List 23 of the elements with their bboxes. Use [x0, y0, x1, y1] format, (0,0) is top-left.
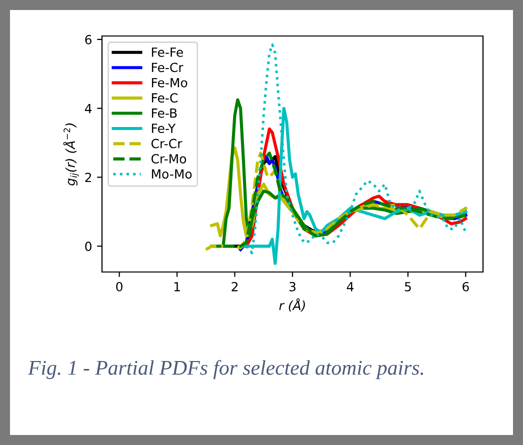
legend-label: Cr-Mo [151, 154, 186, 164]
legend-label: Fe-Fe [152, 48, 183, 57]
legend-label: Mo-Mo [152, 169, 192, 179]
x-tick-label: 6 [462, 282, 469, 292]
legend-label: Fe-C [152, 93, 178, 103]
y-axis-title: g$_{ij}$(r) (Å$^{−2}$) [63, 123, 79, 186]
x-tick-label: 1 [174, 282, 180, 292]
x-tick-label: 4 [346, 282, 354, 292]
y-tick-label: 4 [84, 104, 92, 114]
x-tick-label: 5 [404, 282, 411, 292]
x-tick-label: 0 [116, 282, 122, 292]
legend-label: Fe-B [152, 108, 177, 118]
y-tick-label: 0 [85, 242, 92, 252]
x-axis-title: r (Å) [279, 298, 305, 312]
legend-label: Fe-Cr [152, 62, 184, 72]
caption: Fig. 1 - Partial PDFs for selected atomic pairs. [28, 360, 424, 380]
legend-label: Fe-Y [152, 124, 176, 134]
y-tick-label: 6 [85, 34, 92, 44]
x-tick-label: 3 [289, 282, 296, 292]
legend-label: Cr-Cr [151, 138, 182, 148]
legend-label: Fe-Mo [152, 78, 188, 88]
x-tick-label: 2 [232, 282, 238, 292]
y-tick-label: 2 [85, 172, 92, 182]
